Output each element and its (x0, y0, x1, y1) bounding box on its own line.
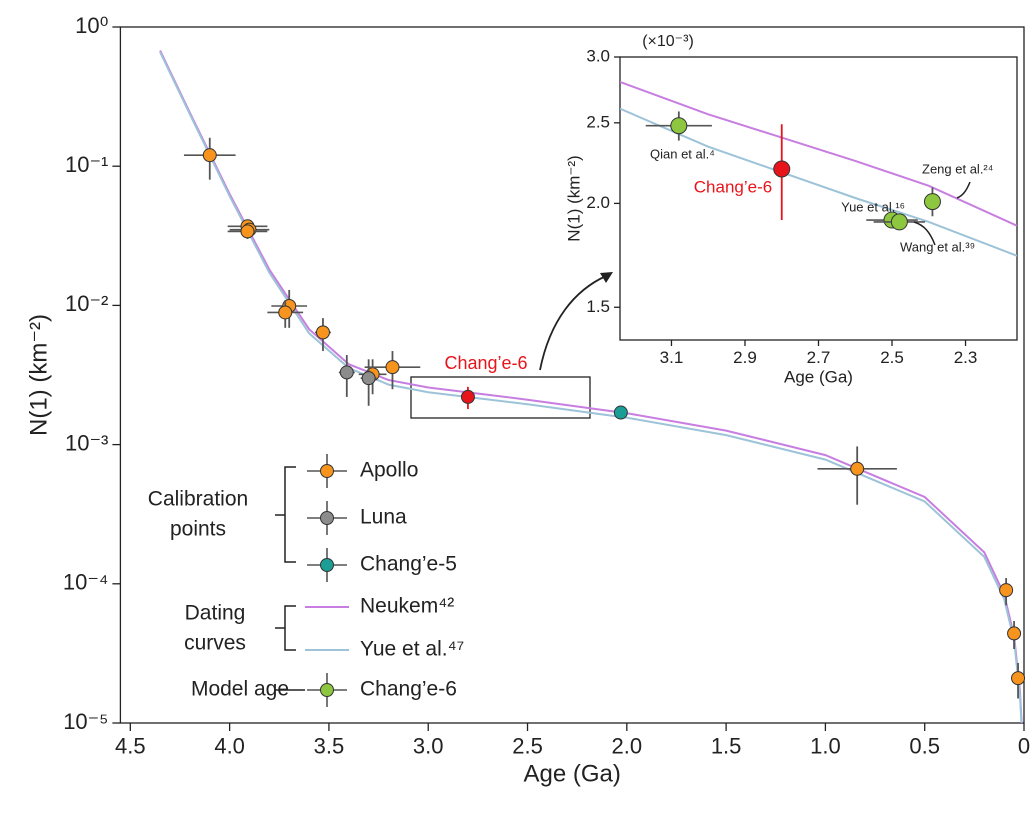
unit-note: (×10⁻³) (642, 33, 694, 50)
point-label: Zeng et al.²⁴ (922, 161, 993, 176)
y-tick-label: 2.0 (586, 193, 610, 212)
legend-marker (320, 511, 334, 525)
legend-group-label: curves (184, 632, 246, 655)
x-tick-label: 4.0 (214, 733, 245, 758)
x-axis-label: Age (Ga) (784, 367, 853, 386)
y-tick-label: 10⁰ (75, 13, 108, 38)
y-tick-label: 10⁻⁵ (63, 709, 108, 734)
point (670, 117, 688, 135)
label-arrow (913, 221, 936, 246)
x-tick-label: 2.5 (880, 348, 904, 367)
point (315, 325, 330, 340)
x-tick-label: 1.0 (810, 733, 841, 758)
label-arrow (956, 181, 971, 199)
annotation: Chang’e-6 (444, 353, 527, 373)
y-axis-label: N(1) (km⁻²) (564, 155, 583, 241)
point (923, 193, 941, 211)
x-tick-label: 3.1 (660, 348, 684, 367)
x-tick-label: 2.7 (807, 348, 831, 367)
legend-label: Apollo (360, 459, 418, 482)
x-tick-label: 1.5 (711, 733, 742, 758)
y-tick-label: 1.5 (586, 297, 610, 316)
point (278, 305, 293, 320)
legend-label: Luna (360, 506, 407, 529)
point-label: Yue et al.¹⁶ (841, 199, 905, 214)
legend-bracket (275, 605, 296, 651)
main-chart: 4.5 4.0 3.5 3.0 2.5 2.0 1.5 1.0 0.5 0 10⁰ 10⁻¹ 10⁻² 1… (26, 13, 1030, 788)
legend-label: Yue et al.⁴⁷ (360, 638, 464, 661)
point (1007, 626, 1022, 641)
point (1011, 671, 1026, 686)
point (339, 365, 354, 380)
point-label: Qian et al.⁴ (650, 146, 715, 161)
y-tick-label: 10⁻¹ (65, 152, 108, 177)
legend-label: Neukem⁴² (360, 595, 454, 618)
y-tick-label: 2.5 (586, 112, 610, 131)
legend-group-label: Calibration (148, 488, 248, 511)
point (361, 371, 376, 386)
zoom-arrow (539, 275, 607, 371)
plot-frame (119, 26, 1025, 724)
legend-marker (320, 464, 334, 478)
point (613, 405, 628, 420)
legend-marker (320, 683, 334, 697)
y-tick-label: 10⁻³ (65, 430, 108, 455)
legend-group-label: Dating (185, 602, 246, 625)
zoom-box (410, 376, 591, 419)
curve (159, 51, 1023, 723)
y-axis-label: N(1) (km⁻²) (26, 314, 53, 436)
legend-group-label: points (170, 518, 226, 541)
y-tick-label: 3.0 (586, 46, 610, 65)
x-tick-label: 3.5 (314, 733, 345, 758)
legend-marker (320, 558, 334, 572)
legend-label: Chang’e-5 (360, 553, 457, 576)
point-label: Wang et al.³⁹ (900, 239, 975, 254)
x-axis-label: Age (Ga) (524, 760, 621, 787)
x-tick-label: 0.5 (909, 733, 940, 758)
x-tick-label: 4.5 (115, 733, 146, 758)
x-tick-label: 2.9 (733, 348, 757, 367)
point (999, 583, 1014, 598)
annotation: Chang’e-6 (694, 177, 772, 196)
legend-label: Chang’e-6 (360, 678, 457, 701)
x-tick-label: 2.3 (954, 348, 978, 367)
arrow-head (600, 272, 613, 283)
legend-bracket (275, 466, 296, 563)
point (850, 461, 865, 476)
point (385, 360, 400, 375)
y-tick-label: 10⁻² (65, 291, 108, 316)
point (240, 224, 255, 239)
point (890, 213, 908, 231)
x-tick-label: 2.5 (512, 733, 543, 758)
curve (620, 80, 1017, 227)
point (773, 160, 791, 178)
x-tick-label: 2.0 (612, 733, 643, 758)
x-tick-label: 3.0 (413, 733, 444, 758)
x-tick-label: 0 (1018, 733, 1030, 758)
legend-group-label: Model age (191, 678, 289, 701)
point (460, 389, 475, 404)
inset-chart: 3.1 2.9 2.7 2.5 2.3 3.0 2.5 2.0 1.5 Age (Ga) N(1) … (564, 46, 1017, 386)
y-tick-label: 10⁻⁴ (63, 570, 109, 595)
point (202, 148, 217, 163)
curve (620, 107, 1017, 257)
